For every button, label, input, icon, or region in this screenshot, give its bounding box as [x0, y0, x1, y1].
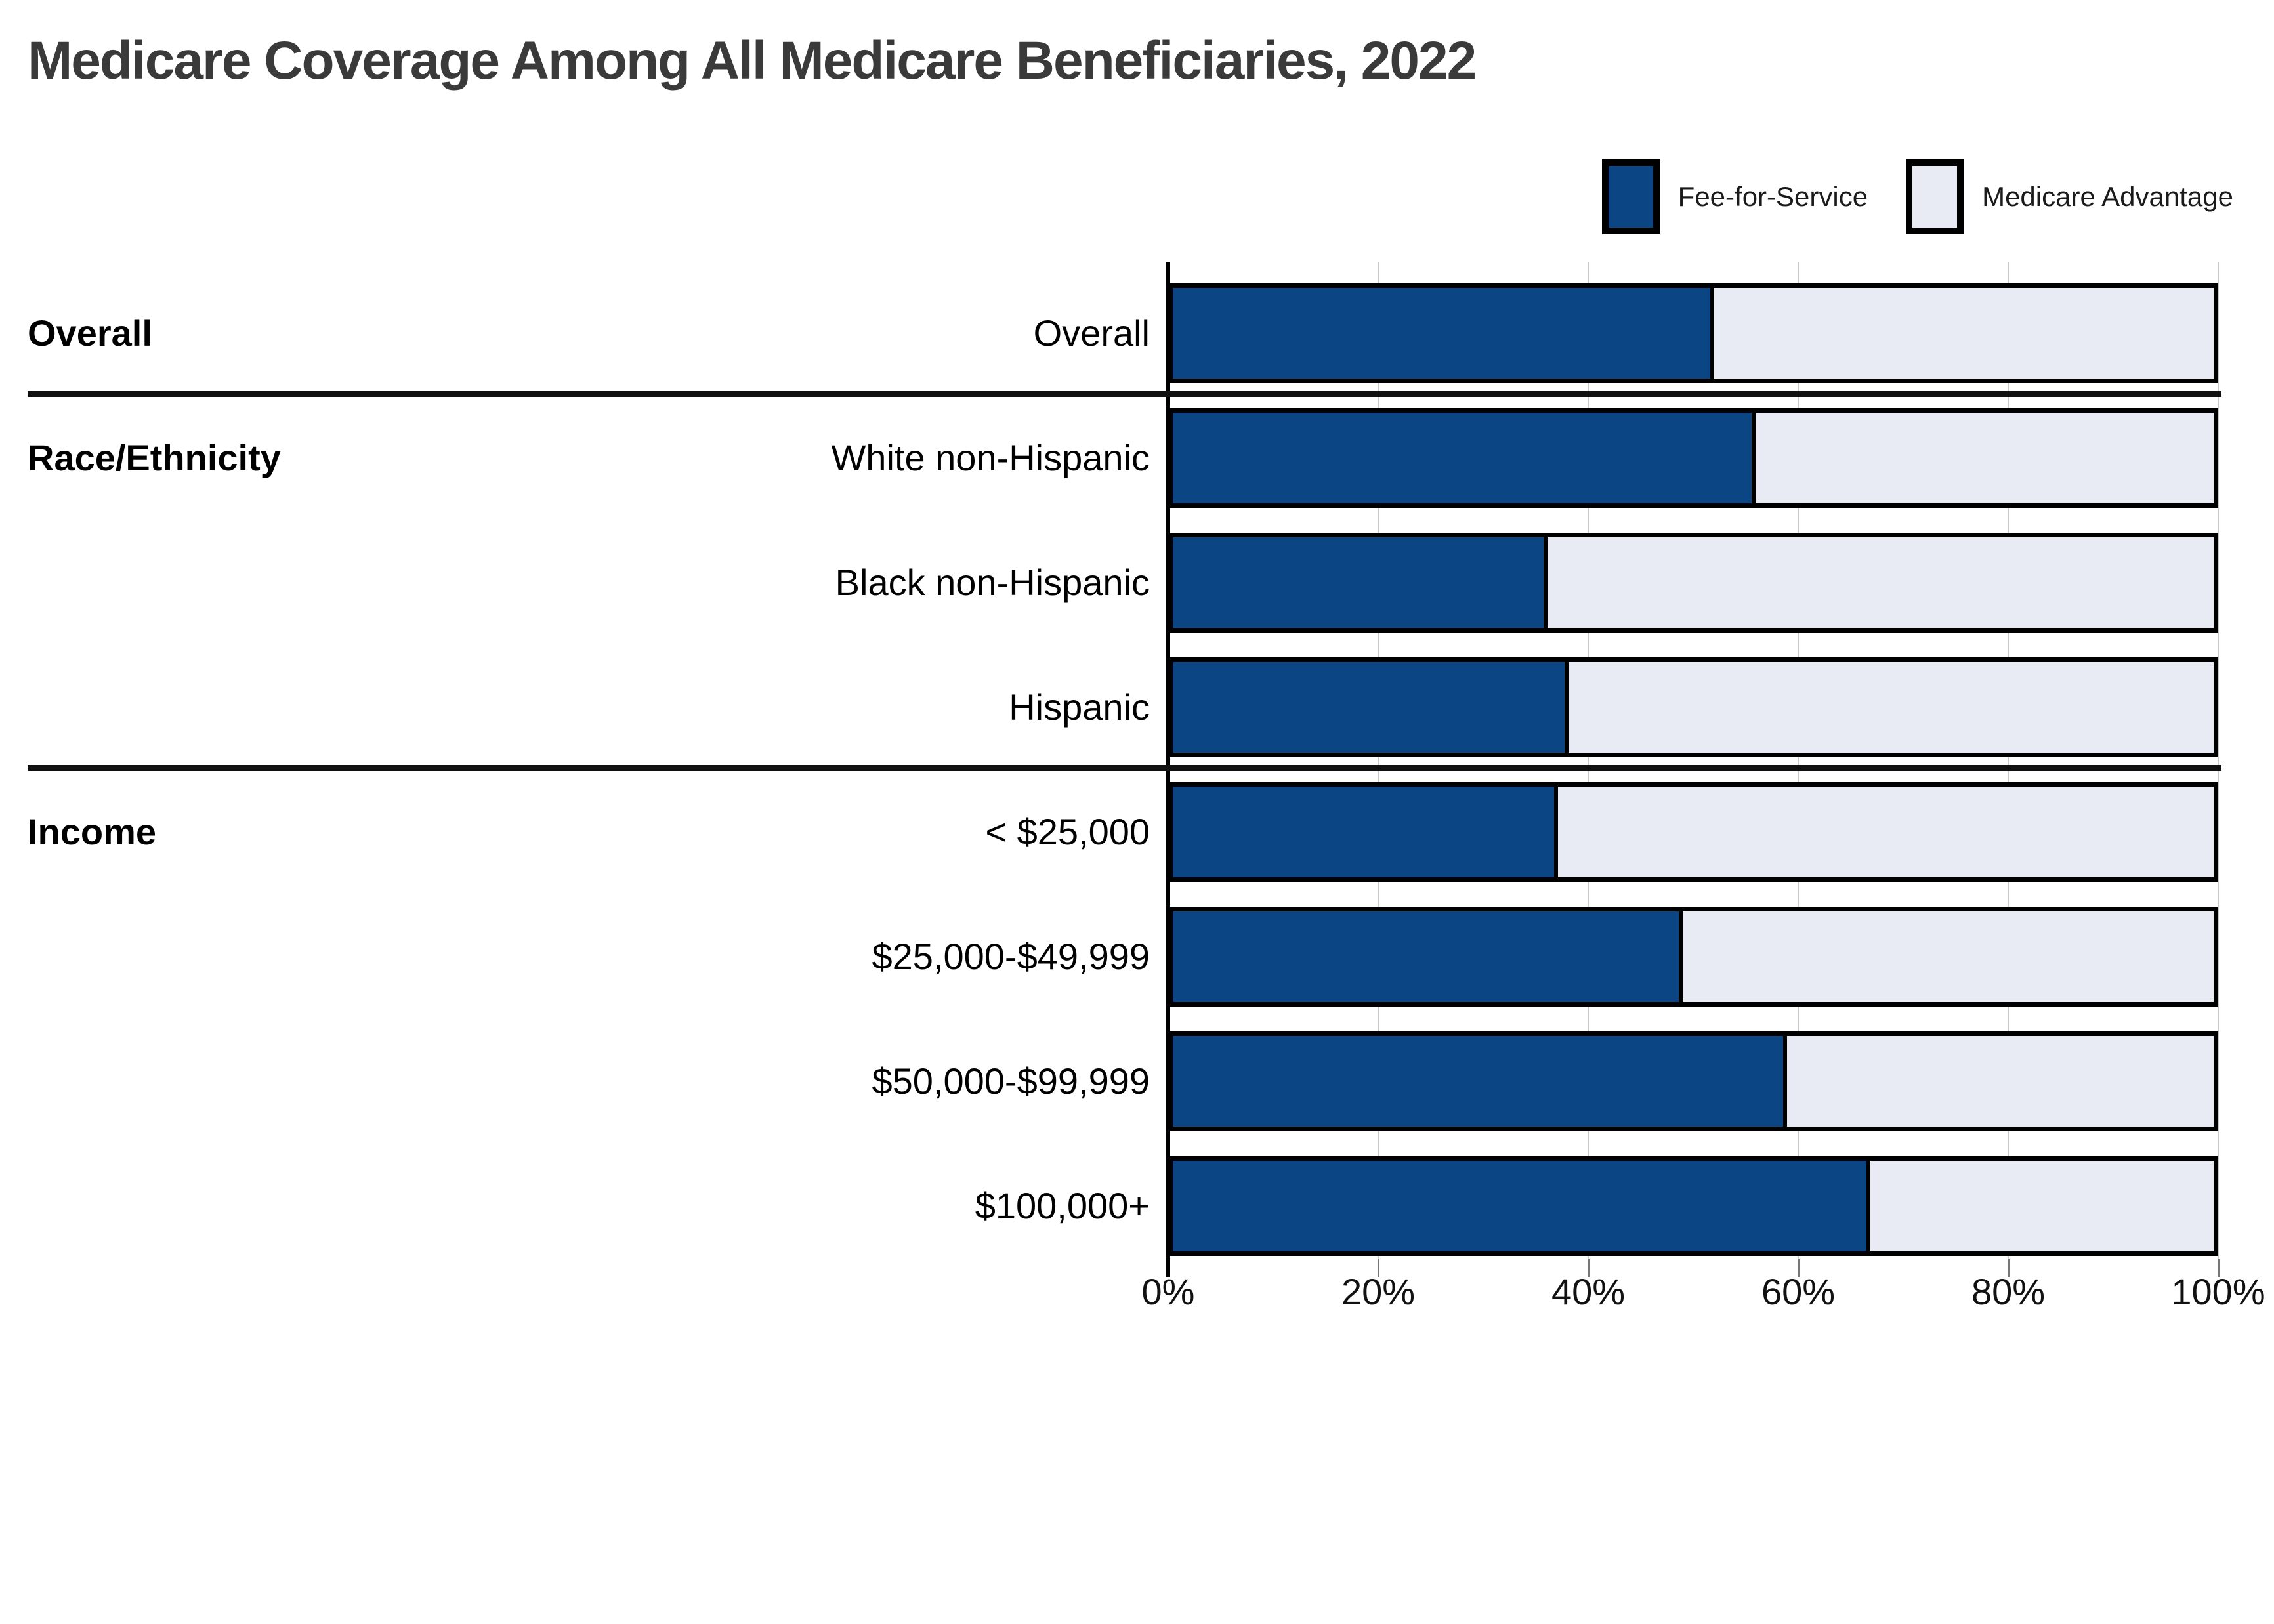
tick	[2217, 1259, 2220, 1277]
medicare-advantage-swatch-icon	[1906, 159, 1964, 234]
stacked-bar	[1168, 657, 2218, 757]
bar-segment-fee-for-service	[1173, 1161, 1870, 1251]
tick	[1587, 1259, 1590, 1277]
section-label: Overall	[28, 312, 152, 354]
row-label: $100,000+	[975, 1185, 1150, 1226]
row-label: $50,000-$99,999	[872, 1060, 1150, 1102]
row-label: Black non-Hispanic	[835, 562, 1150, 603]
row-label: White non-Hispanic	[831, 437, 1150, 478]
bar-segment-fee-for-service	[1173, 662, 1569, 753]
section-divider	[28, 391, 2221, 397]
bar-segment-fee-for-service	[1173, 1036, 1787, 1127]
stacked-bar	[1168, 1156, 2218, 1256]
tick	[1377, 1259, 1379, 1277]
bar-segment-fee-for-service	[1173, 787, 1558, 877]
tick	[1797, 1259, 1800, 1277]
legend-item-medicare-advantage: Medicare Advantage	[1906, 159, 2233, 234]
bar-segment-fee-for-service	[1173, 288, 1714, 379]
stacked-bar	[1168, 1031, 2218, 1131]
bar-segment-fee-for-service	[1173, 413, 1756, 503]
gridline	[1378, 262, 1379, 1259]
legend-label-medicare-advantage: Medicare Advantage	[1982, 181, 2233, 212]
section-label: Race/Ethnicity	[28, 437, 281, 478]
stacked-bar	[1168, 283, 2218, 383]
row-label: Hispanic	[1009, 686, 1150, 728]
chart-title: Medicare Coverage Among All Medicare Ben…	[28, 31, 1477, 91]
stacked-bar	[1168, 782, 2218, 882]
stacked-bar	[1168, 408, 2218, 508]
fee-for-service-swatch-icon	[1601, 159, 1660, 234]
legend-item-fee-for-service: Fee-for-Service	[1601, 159, 1868, 234]
stacked-bar	[1168, 907, 2218, 1007]
gridline	[2218, 262, 2219, 1259]
tick-label: 60%	[1761, 1271, 1836, 1312]
tick	[2007, 1259, 2010, 1277]
row-label: $25,000-$49,999	[872, 936, 1150, 977]
tick-label: 80%	[1971, 1271, 2046, 1312]
tick-label: 100%	[2171, 1271, 2265, 1312]
row-label: < $25,000	[985, 811, 1150, 852]
gridline	[1588, 262, 1589, 1259]
legend: Fee-for-Service Medicare Advantage	[1601, 159, 2233, 234]
legend-label-fee-for-service: Fee-for-Service	[1677, 181, 1868, 212]
tick-label: 20%	[1341, 1271, 1416, 1312]
gridline	[1798, 262, 1799, 1259]
section-divider	[28, 765, 2221, 771]
bar-segment-fee-for-service	[1173, 911, 1683, 1002]
gridline	[2008, 262, 2009, 1259]
tick-label: 40%	[1551, 1271, 1626, 1312]
bar-segment-fee-for-service	[1173, 537, 1548, 628]
section-label: Income	[28, 811, 157, 852]
stacked-bar	[1168, 533, 2218, 633]
tick-label: 0%	[1141, 1271, 1195, 1312]
row-label: Overall	[1033, 312, 1150, 354]
